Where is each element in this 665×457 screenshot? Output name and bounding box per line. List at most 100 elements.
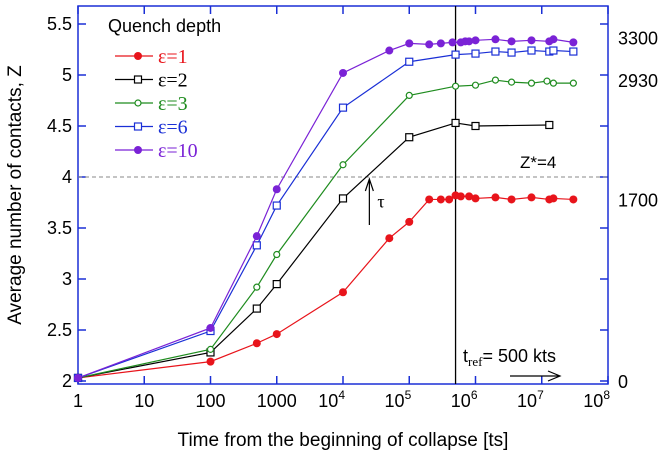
- x-tick-label: 108: [583, 388, 610, 411]
- data-point: [405, 39, 414, 48]
- legend-label: ε=10: [158, 140, 198, 162]
- x-tick-label: 1: [73, 391, 83, 411]
- series-line: [77, 79, 574, 379]
- series-2: [73, 118, 554, 383]
- data-point: [436, 39, 445, 48]
- data-point: [569, 38, 578, 47]
- legend-marker: [134, 146, 142, 154]
- x-tick-label: 106: [451, 388, 478, 411]
- data-point: [465, 37, 474, 46]
- legend-label: ε=2: [158, 70, 188, 92]
- data-point: [405, 133, 414, 142]
- data-point: [527, 79, 536, 87]
- data-point: [471, 36, 480, 45]
- legend-marker: [134, 52, 142, 60]
- y-tick-label: 5.5: [47, 14, 72, 34]
- data-point: [471, 121, 480, 131]
- data-point: [569, 47, 578, 56]
- data-point: [491, 193, 500, 202]
- data-point: [385, 46, 394, 55]
- data-point: [569, 195, 578, 204]
- x-tick-label: 100: [195, 391, 225, 411]
- data-point: [405, 91, 413, 100]
- data-point: [491, 76, 500, 84]
- data-point: [339, 161, 347, 169]
- data-point: [549, 46, 558, 55]
- x-tick-label: 1000: [257, 391, 297, 411]
- data-point: [74, 373, 82, 382]
- data-point: [436, 195, 445, 204]
- right-axis-label: 1700: [618, 190, 658, 210]
- legend-label: ε=3: [158, 93, 188, 115]
- series-5: [74, 35, 578, 382]
- legend-item: ε=1: [115, 46, 188, 68]
- data-point: [465, 192, 474, 201]
- legend-marker: [133, 122, 143, 131]
- series-4: [73, 46, 578, 383]
- data-point: [507, 37, 516, 46]
- legend-marker: [133, 75, 143, 84]
- legend-marker: [134, 99, 142, 107]
- data-point: [405, 217, 414, 226]
- data-point: [273, 250, 281, 259]
- legend-title: Quench depth: [108, 16, 221, 36]
- data-point: [338, 103, 348, 112]
- data-point: [549, 194, 558, 203]
- data-point: [471, 194, 480, 203]
- data-point: [451, 50, 460, 59]
- tau-label: τ: [377, 192, 384, 212]
- data-point: [471, 81, 480, 89]
- data-point: [507, 195, 516, 204]
- data-point: [206, 357, 215, 366]
- data-point: [527, 193, 536, 202]
- y-tick-label: 2.5: [47, 320, 72, 340]
- data-point: [451, 118, 460, 128]
- data-point: [272, 201, 281, 210]
- tref-value: = 500 kts: [482, 346, 556, 366]
- x-tick-exponent: 6: [471, 388, 478, 402]
- x-tick-label: 107: [517, 388, 544, 411]
- data-point: [471, 49, 480, 58]
- legend-item: ε=3: [115, 93, 188, 115]
- data-point: [206, 345, 215, 353]
- data-point: [252, 232, 261, 241]
- x-axis-label: Time from the beginning of collapse [ts]: [178, 430, 509, 451]
- legend-item: ε=10: [115, 140, 198, 162]
- right-axis-label: 3300: [618, 28, 658, 48]
- data-point: [206, 323, 215, 332]
- data-point: [527, 36, 536, 45]
- y-tick-label: 3: [62, 269, 72, 289]
- y-tick-label: 2: [62, 371, 72, 391]
- data-point: [272, 330, 281, 339]
- data-point: [545, 120, 554, 130]
- data-point: [491, 47, 500, 56]
- zstar-label: Z*=4: [520, 153, 556, 172]
- data-point: [491, 35, 500, 44]
- legend-label: ε=6: [158, 117, 188, 139]
- data-point: [507, 48, 516, 57]
- data-point: [569, 79, 577, 87]
- legend-label: ε=1: [158, 46, 188, 68]
- y-axis-label: Average number of contacts, Z: [5, 65, 26, 325]
- data-point: [339, 288, 347, 297]
- data-point: [507, 78, 516, 86]
- data-point: [549, 79, 558, 87]
- data-point: [451, 82, 460, 90]
- series-line: [77, 122, 550, 379]
- x-tick-label: 10: [134, 391, 154, 411]
- x-tick-exponent: 4: [338, 388, 345, 402]
- data-point: [425, 195, 434, 204]
- x-tick-label: 105: [385, 388, 412, 411]
- x-tick-exponent: 7: [537, 388, 544, 402]
- x-tick-exponent: 5: [405, 388, 412, 402]
- legend-item: ε=6: [115, 117, 188, 139]
- data-point: [272, 185, 281, 194]
- data-point: [527, 46, 536, 55]
- data-point: [272, 280, 281, 289]
- y-tick-label: 4.5: [47, 116, 72, 136]
- legend-item: ε=2: [115, 70, 188, 92]
- x-tick-label: 104: [318, 388, 345, 411]
- data-point: [385, 234, 394, 243]
- data-point: [252, 241, 261, 250]
